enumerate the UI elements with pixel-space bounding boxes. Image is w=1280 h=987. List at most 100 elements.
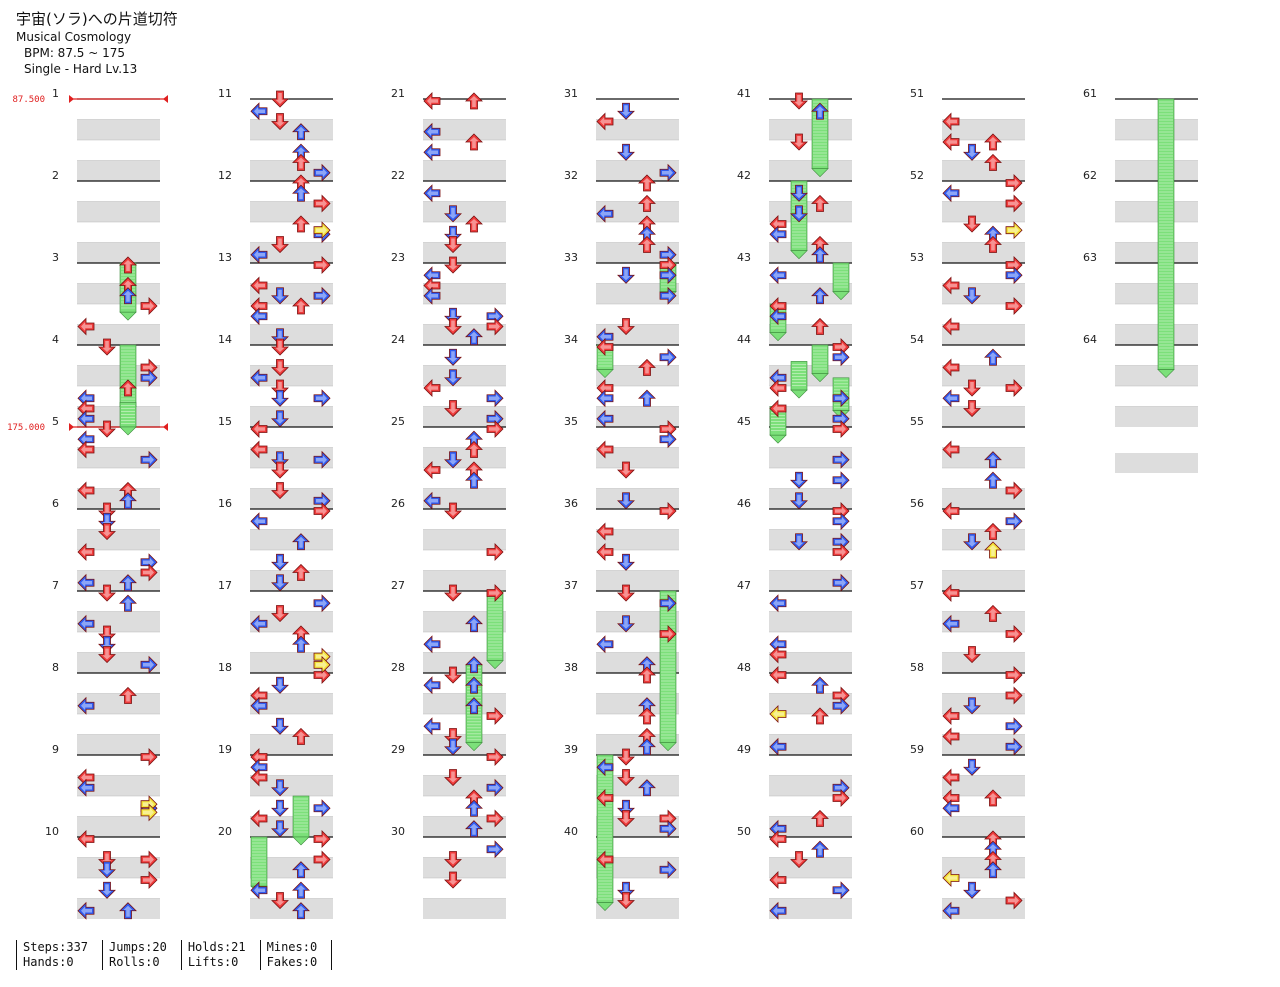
step-chart: 1234567891011121314151617181920212223242… bbox=[7, 87, 1198, 920]
beat-band bbox=[942, 652, 1025, 673]
beat-band bbox=[250, 857, 333, 878]
beat-band bbox=[769, 119, 852, 140]
step-arrow bbox=[271, 676, 289, 694]
song-bpm-range: BPM: 87.5 ~ 175 bbox=[24, 46, 125, 60]
hold-bar bbox=[811, 98, 829, 178]
measure-number: 5 bbox=[52, 415, 59, 428]
measure-number: 58 bbox=[910, 661, 924, 674]
step-arrow bbox=[942, 799, 960, 817]
measure-number: 53 bbox=[910, 251, 924, 264]
beat-band bbox=[596, 734, 679, 755]
beat-band bbox=[77, 529, 160, 550]
beat-band bbox=[423, 488, 506, 509]
step-arrow bbox=[596, 635, 614, 653]
beat-band bbox=[942, 201, 1025, 222]
measure-number: 61 bbox=[1083, 87, 1097, 100]
beat-band bbox=[942, 693, 1025, 714]
stat-col-mines: Mines:0 Fakes:0 bbox=[259, 940, 333, 970]
beat-band bbox=[77, 119, 160, 140]
beat-band bbox=[769, 898, 852, 919]
beat-band bbox=[769, 201, 852, 222]
beat-band bbox=[77, 283, 160, 304]
step-arrow bbox=[98, 881, 116, 899]
hold-bar bbox=[659, 590, 677, 752]
chart-stats: Steps:337 Hands:0 Jumps:20 Rolls:0 Holds… bbox=[16, 940, 333, 970]
step-arrow bbox=[832, 881, 850, 899]
measure-number: 26 bbox=[391, 497, 405, 510]
measure-number: 40 bbox=[564, 825, 578, 838]
measure-number: 48 bbox=[737, 661, 751, 674]
step-arrow bbox=[963, 143, 981, 161]
jump-arrow bbox=[423, 676, 441, 694]
beat-band bbox=[77, 857, 160, 878]
measure-number: 1 bbox=[52, 87, 59, 100]
measure-number: 56 bbox=[910, 497, 924, 510]
step-arrow bbox=[617, 102, 635, 120]
measure-number: 47 bbox=[737, 579, 751, 592]
stat-holds: Holds:21 bbox=[187, 940, 246, 954]
jump-arrow bbox=[313, 389, 331, 407]
beat-band bbox=[1115, 201, 1198, 222]
beat-band bbox=[942, 611, 1025, 632]
beat-band bbox=[942, 775, 1025, 796]
beat-band bbox=[77, 201, 160, 222]
step-arrow bbox=[659, 348, 677, 366]
beat-band bbox=[423, 324, 506, 345]
step-arrow bbox=[271, 90, 289, 108]
step-arrow bbox=[250, 307, 268, 325]
measure-number: 3 bbox=[52, 251, 59, 264]
hold-bar bbox=[832, 262, 850, 301]
measure-number: 46 bbox=[737, 497, 751, 510]
beat-band bbox=[769, 447, 852, 468]
measure-number: 13 bbox=[218, 251, 232, 264]
beat-band bbox=[77, 652, 160, 673]
jump-arrow bbox=[617, 266, 635, 284]
measure-number: 25 bbox=[391, 415, 405, 428]
jump-arrow bbox=[423, 92, 441, 110]
beat-band bbox=[423, 201, 506, 222]
step-arrow bbox=[465, 799, 483, 817]
measure-number: 30 bbox=[391, 825, 405, 838]
song-artist: Musical Cosmology bbox=[16, 30, 132, 44]
stat-jumps: Jumps:20 bbox=[109, 940, 167, 954]
stat-col-jumps: Jumps:20 Rolls:0 bbox=[102, 940, 181, 970]
beat-band bbox=[250, 119, 333, 140]
stat-steps: Steps:337 bbox=[23, 940, 89, 954]
beat-band bbox=[596, 775, 679, 796]
beat-band bbox=[769, 324, 852, 345]
step-arrow bbox=[486, 389, 504, 407]
beat-band bbox=[769, 160, 852, 181]
step-arrow bbox=[292, 184, 310, 202]
beat-band bbox=[1115, 283, 1198, 304]
measure-number: 44 bbox=[737, 333, 751, 346]
measure-number: 19 bbox=[218, 743, 232, 756]
step-arrow bbox=[423, 143, 441, 161]
step-arrow bbox=[292, 635, 310, 653]
measure-number: 63 bbox=[1083, 251, 1097, 264]
step-arrow bbox=[465, 92, 483, 110]
beat-band bbox=[1115, 453, 1198, 473]
beat-band bbox=[250, 734, 333, 755]
measure-number: 51 bbox=[910, 87, 924, 100]
measure-number: 50 bbox=[737, 825, 751, 838]
stat-mines: Mines:0 bbox=[266, 940, 318, 954]
measure-number: 22 bbox=[391, 169, 405, 182]
step-arrow bbox=[313, 594, 331, 612]
beat-band bbox=[769, 488, 852, 509]
stat-col-steps: Steps:337 Hands:0 bbox=[16, 940, 102, 970]
beat-band bbox=[77, 365, 160, 386]
step-arrow bbox=[1005, 512, 1023, 530]
measure-number: 7 bbox=[52, 579, 59, 592]
measure-number: 8 bbox=[52, 661, 59, 674]
bpm-marker-right bbox=[163, 423, 168, 431]
stat-lifts: Lifts:0 bbox=[187, 955, 239, 969]
bpm-marker-left bbox=[69, 423, 74, 431]
stat-col-holds: Holds:21 Lifts:0 bbox=[180, 940, 260, 970]
step-arrow bbox=[1005, 717, 1023, 735]
hold-bar bbox=[1157, 98, 1175, 379]
beat-band bbox=[769, 857, 852, 878]
beat-band bbox=[596, 857, 679, 878]
beat-band bbox=[596, 529, 679, 550]
beat-band bbox=[423, 242, 506, 263]
beat-band bbox=[769, 283, 852, 304]
